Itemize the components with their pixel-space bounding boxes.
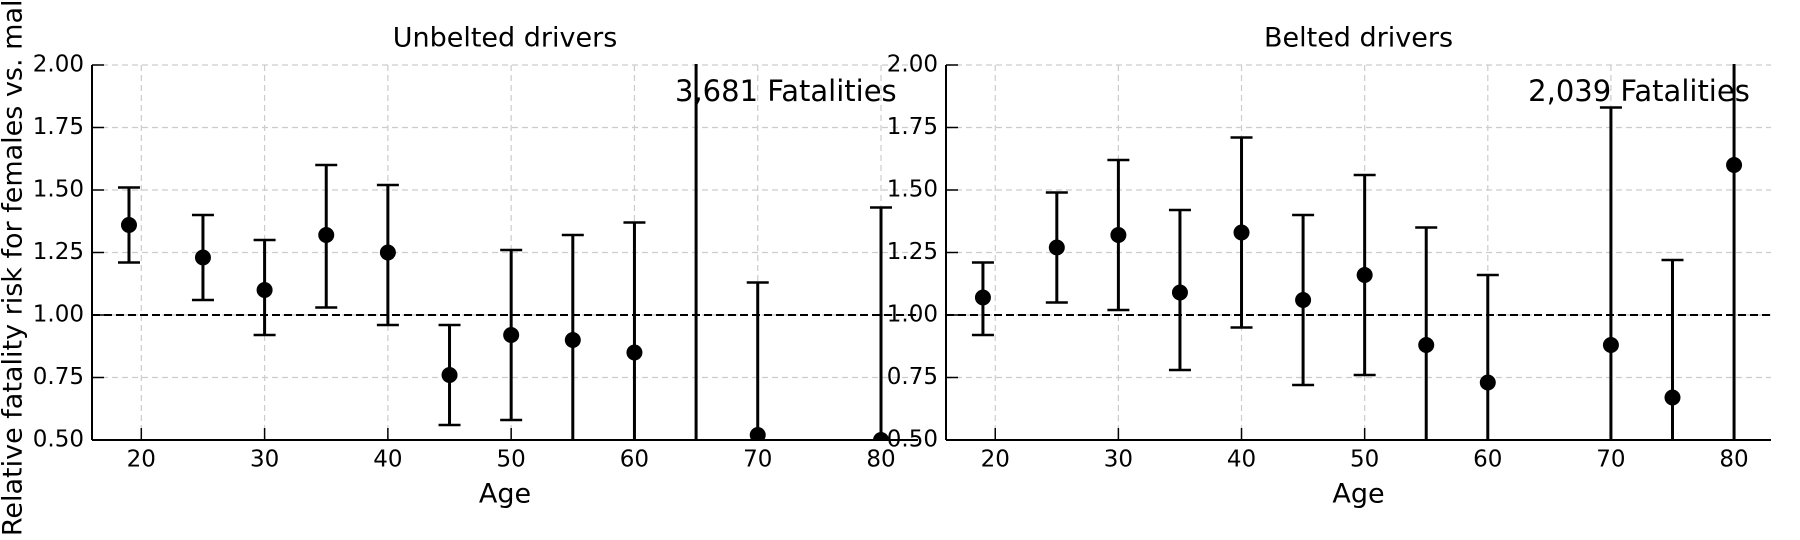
x-tick-label: 40: [373, 447, 402, 473]
y-tick-label: 1.00: [887, 302, 938, 328]
x-tick-label: 60: [1473, 447, 1502, 473]
point: [194, 249, 211, 266]
point: [1295, 292, 1312, 308]
point: [256, 282, 273, 298]
y-tick-label: 2.00: [33, 52, 84, 78]
x-tick-label: 30: [250, 447, 279, 473]
panel-title: Unbelted drivers: [393, 23, 618, 54]
point: [564, 332, 581, 348]
point: [1171, 284, 1188, 301]
point: [873, 432, 890, 441]
y-tick-label: 0.75: [33, 364, 84, 390]
x-tick-label: 50: [1350, 447, 1379, 473]
point: [1048, 239, 1065, 256]
point: [1110, 227, 1127, 243]
x-tick-label: 60: [620, 447, 649, 473]
point: [379, 244, 396, 261]
y-tick-label: 1.25: [33, 239, 84, 265]
y-tick-label: 0.75: [887, 364, 938, 390]
point: [1233, 224, 1250, 241]
y-tick-label: 1.75: [887, 114, 938, 140]
point: [1602, 337, 1619, 353]
x-axis-label: Age: [479, 479, 531, 510]
x-tick-label: 80: [1719, 447, 1748, 473]
point: [1418, 337, 1435, 353]
point: [318, 227, 335, 243]
panel-title: Belted drivers: [1264, 23, 1453, 54]
y-tick-label: 2.00: [887, 52, 938, 78]
point: [974, 289, 991, 306]
point: [626, 344, 643, 361]
y-tick-label: 1.75: [33, 114, 84, 140]
error-bars: [117, 64, 893, 473]
y-axis-label: Relative fatality risk for females vs. m…: [0, 0, 29, 536]
point: [120, 217, 137, 233]
point: [749, 427, 766, 441]
y-tick-label: 1.25: [887, 239, 938, 265]
x-tick-label: 80: [866, 447, 895, 473]
y-tick-label: 1.50: [33, 177, 84, 203]
x-tick-label: 20: [981, 447, 1010, 473]
x-tick-label: 20: [127, 447, 156, 473]
y-tick-label: 0.50: [33, 427, 84, 453]
point: [688, 457, 704, 473]
x-tick-label: 40: [1227, 447, 1256, 473]
point: [1356, 267, 1373, 283]
x-tick-label: 70: [743, 447, 772, 473]
error-bars: [971, 64, 1743, 441]
point: [441, 367, 458, 383]
y-tick-label: 0.50: [887, 427, 938, 453]
x-tick-label: 50: [497, 447, 526, 473]
x-axis-label: Age: [1332, 479, 1384, 510]
point: [1726, 157, 1743, 173]
y-tick-label: 1.50: [887, 177, 938, 203]
x-tick-label: 30: [1104, 447, 1133, 473]
annotation: 3,681 Fatalities: [675, 74, 897, 108]
point: [1479, 374, 1496, 391]
point: [1664, 389, 1681, 406]
x-tick-label: 70: [1596, 447, 1625, 473]
annotation: 2,039 Fatalities: [1528, 74, 1750, 108]
point: [503, 327, 520, 343]
y-tick-label: 1.00: [33, 302, 84, 328]
